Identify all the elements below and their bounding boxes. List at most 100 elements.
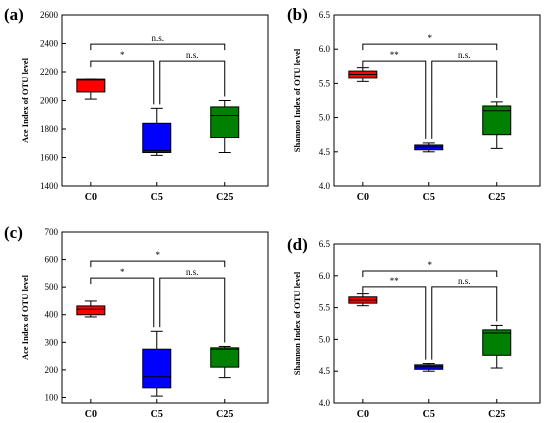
x-tick-label: C25 xyxy=(216,192,233,203)
bracket-line xyxy=(431,60,498,139)
panel-label: (b) xyxy=(287,5,308,24)
box-C25 xyxy=(482,101,512,149)
iqr-box xyxy=(142,348,172,389)
y-tick-label: 6.5 xyxy=(319,10,331,20)
box-C0 xyxy=(76,300,106,318)
x-tick-label: C0 xyxy=(357,192,369,203)
y-tick-label: 6.0 xyxy=(319,44,331,54)
bracket-line xyxy=(90,260,226,268)
box-C5 xyxy=(142,107,172,156)
y-tick-label: 6.0 xyxy=(319,271,331,281)
chart-panel-4: (d) 4.0 4.5 5.0 5.5 6.0 6.5 Shannon Index of OT… xyxy=(287,235,541,420)
significance-label: * xyxy=(428,260,433,270)
significance-label: * xyxy=(428,33,433,43)
y-tick-label: 2000 xyxy=(40,96,59,106)
significance-label: * xyxy=(120,50,125,60)
iqr-box xyxy=(210,106,240,139)
y-tick-label: 4.5 xyxy=(319,366,331,376)
significance-label: n.s. xyxy=(458,276,471,286)
chart-panel-1: (a) 1400 1600 1800 2000 2200 2400 2600 Ace Index… xyxy=(4,5,269,203)
significance-bracket: n.s. xyxy=(159,267,226,343)
significance-bracket: n.s. xyxy=(159,50,226,105)
significance-bracket: n.s. xyxy=(431,276,498,360)
box-C0 xyxy=(76,78,106,100)
panel-label: (d) xyxy=(287,235,308,254)
bracket-line xyxy=(431,286,498,360)
y-tick-label: 300 xyxy=(45,337,59,347)
box-C25 xyxy=(482,324,512,369)
y-tick-label: 5.5 xyxy=(319,78,331,88)
box-C25 xyxy=(210,345,240,379)
chart-panel-2: (b) 4.0 4.5 5.0 5.5 6.0 6.5 Shannon Index of OT… xyxy=(287,5,541,203)
y-axis-label: Ace Index of OTU level xyxy=(20,57,30,143)
bracket-line xyxy=(159,277,226,343)
significance-label: ** xyxy=(390,276,400,286)
bracket-line xyxy=(159,60,226,105)
bracket-line xyxy=(362,43,498,51)
significance-label: * xyxy=(120,267,125,277)
significance-label: n.s. xyxy=(458,50,471,60)
plot-frame xyxy=(61,14,269,187)
bracket-line xyxy=(90,43,226,51)
box-C5 xyxy=(142,330,172,397)
box-C5 xyxy=(414,363,444,372)
y-tick-label: 700 xyxy=(45,227,59,237)
significance-bracket: * xyxy=(90,250,226,268)
bracket-line xyxy=(90,60,155,105)
x-tick-label: C5 xyxy=(423,409,435,420)
x-tick-label: C25 xyxy=(488,192,505,203)
x-tick-label: C5 xyxy=(423,192,435,203)
x-tick-label: C25 xyxy=(488,409,505,420)
y-tick-label: 4.5 xyxy=(319,147,331,157)
y-tick-label: 4.0 xyxy=(319,398,331,408)
y-tick-label: 600 xyxy=(45,255,59,265)
significance-bracket: ** xyxy=(362,50,427,139)
significance-bracket: * xyxy=(362,260,498,278)
x-tick-label: C5 xyxy=(151,192,163,203)
y-tick-label: 5.5 xyxy=(319,303,331,313)
y-tick-label: 2600 xyxy=(40,10,59,20)
y-tick-label: 1600 xyxy=(40,153,59,163)
significance-bracket: * xyxy=(90,267,155,328)
bracket-line xyxy=(90,277,155,328)
y-tick-label: 400 xyxy=(45,310,59,320)
significance-bracket: n.s. xyxy=(431,50,498,139)
y-tick-label: 6.5 xyxy=(319,239,331,249)
y-axis-label: Shannon Index of OTU level xyxy=(292,48,302,152)
y-axis-label: Shannon Index of OTU level xyxy=(292,271,302,375)
plot-frame xyxy=(333,14,541,187)
box-C0 xyxy=(348,67,378,82)
significance-label: n.s. xyxy=(186,50,199,60)
y-tick-label: 5.0 xyxy=(319,113,331,123)
y-tick-label: 2200 xyxy=(40,67,59,77)
y-tick-label: 1800 xyxy=(40,124,59,134)
iqr-box xyxy=(482,329,512,356)
y-tick-label: 100 xyxy=(45,392,59,402)
significance-label: n.s. xyxy=(152,33,165,43)
panel-label: (c) xyxy=(4,223,23,242)
chart-panel-3: (c) 100 200 300 400 500 600 700 Ace Index of OTU… xyxy=(4,223,269,420)
iqr-box xyxy=(142,122,172,154)
iqr-box xyxy=(76,78,106,93)
x-tick-label: C25 xyxy=(216,409,233,420)
y-tick-label: 200 xyxy=(45,365,59,375)
box-C5 xyxy=(414,142,444,153)
y-axis-label: Ace Index of OTU level xyxy=(20,274,30,360)
x-tick-label: C5 xyxy=(151,409,163,420)
significance-label: * xyxy=(156,250,161,260)
y-tick-label: 4.0 xyxy=(319,181,331,191)
significance-bracket: * xyxy=(90,50,155,105)
y-tick-label: 1400 xyxy=(40,181,59,191)
significance-label: ** xyxy=(390,50,400,60)
significance-bracket: n.s. xyxy=(90,33,226,51)
x-tick-label: C0 xyxy=(85,409,97,420)
bracket-line xyxy=(362,60,427,139)
panel-label: (a) xyxy=(4,5,24,24)
iqr-box xyxy=(210,347,240,368)
bracket-line xyxy=(362,286,427,360)
significance-bracket: ** xyxy=(362,276,427,360)
significance-label: n.s. xyxy=(186,267,199,277)
y-tick-label: 2400 xyxy=(40,39,59,49)
x-tick-label: C0 xyxy=(85,192,97,203)
